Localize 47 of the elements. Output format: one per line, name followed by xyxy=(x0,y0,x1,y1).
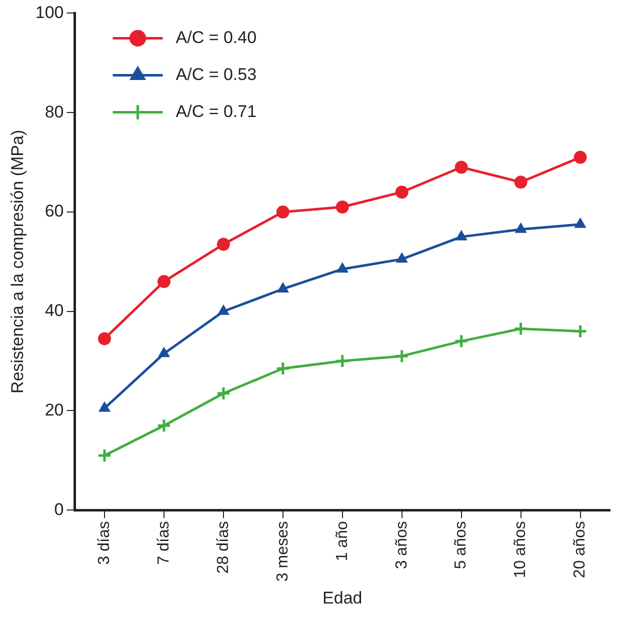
x-tick-label: 1 año xyxy=(334,521,351,562)
point xyxy=(514,322,528,336)
x-tick-label: 20 años xyxy=(572,521,589,578)
point xyxy=(396,252,408,263)
point xyxy=(218,304,230,315)
point xyxy=(156,418,172,433)
y-tick-label: 100 xyxy=(35,2,64,22)
x-tick-label: 5 años xyxy=(452,521,470,570)
point xyxy=(574,150,587,164)
point xyxy=(395,186,408,199)
point xyxy=(216,386,231,401)
x-tick-label: 3 años xyxy=(393,521,410,570)
y-tick-label: 0 xyxy=(54,500,64,519)
point xyxy=(276,361,290,376)
point xyxy=(98,332,111,346)
x-tick-label: 28 días xyxy=(214,521,232,574)
point xyxy=(98,402,110,412)
legend-label: A/C = 0.40 xyxy=(176,28,257,47)
x-tick-label: 10 años xyxy=(512,521,530,578)
x-tick-label: 3 días xyxy=(96,521,113,565)
point xyxy=(454,334,469,348)
legend-label: A/C = 0.71 xyxy=(176,102,257,121)
point xyxy=(515,222,526,233)
point xyxy=(276,205,290,218)
point xyxy=(336,262,348,273)
point xyxy=(158,347,170,358)
y-tick-label: 60 xyxy=(44,202,64,221)
legend-label: A/C = 0.53 xyxy=(176,64,257,84)
x-axis-title: Edad xyxy=(322,588,362,608)
point xyxy=(157,275,170,288)
y-tick-label: 20 xyxy=(44,400,64,420)
point xyxy=(456,230,468,240)
y-axis-title: Resistencia a la compresión (MPa) xyxy=(8,130,27,394)
x-tick-label: 7 días xyxy=(155,521,172,565)
point xyxy=(97,448,112,463)
point xyxy=(277,282,289,292)
point xyxy=(394,348,410,364)
point xyxy=(335,354,350,368)
point xyxy=(574,218,586,228)
point xyxy=(336,200,349,214)
point xyxy=(216,238,230,251)
y-tick-label: 40 xyxy=(44,301,64,320)
point xyxy=(454,160,468,174)
y-tick-label: 80 xyxy=(44,102,64,122)
point xyxy=(573,324,588,338)
x-tick-label: 3 meses xyxy=(274,521,292,582)
point xyxy=(514,176,528,189)
